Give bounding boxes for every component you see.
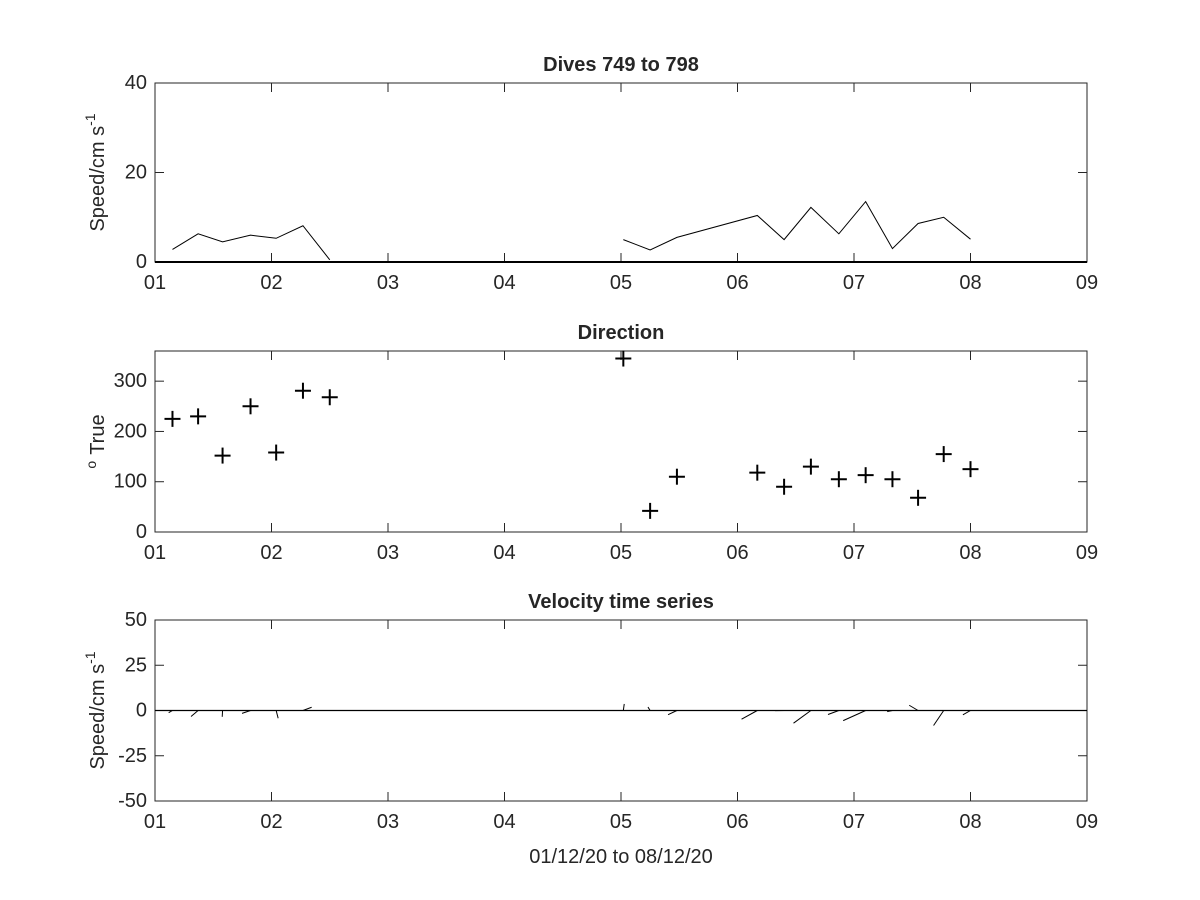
x-tick-label: 05 xyxy=(610,272,632,294)
direction-marker xyxy=(776,478,793,495)
direction-marker xyxy=(857,467,874,484)
x-tick-label: 05 xyxy=(610,811,632,833)
x-axis-label: 01/12/20 to 08/12/20 xyxy=(529,846,713,868)
x-tick-label: 08 xyxy=(959,542,981,564)
direction-marker xyxy=(214,447,231,464)
y-axis-label: Speed/cm s-1 xyxy=(82,651,109,769)
y-tick-label: 40 xyxy=(125,72,147,94)
y-axis-label-text: Speed/cm s xyxy=(87,126,109,232)
velocity-stick xyxy=(887,710,893,713)
direction-panel: 01 02 03 04 05 06 07 08 09 0 100 200 300 Direction o Tr… xyxy=(83,322,1098,564)
y-axis-label-exponent: -1 xyxy=(82,651,98,664)
velocity-stick xyxy=(302,706,312,711)
direction-marker xyxy=(802,458,819,475)
speed-line xyxy=(623,200,971,251)
direction-marker xyxy=(615,350,632,367)
x-tick-label: 01 xyxy=(144,272,166,294)
x-tick-label: 02 xyxy=(260,272,282,294)
velocity-stick xyxy=(843,710,866,722)
x-tick-label: 09 xyxy=(1076,811,1098,833)
velocity-stick xyxy=(168,710,173,714)
y-tick-label: 50 xyxy=(125,609,147,631)
x-tick-label: 04 xyxy=(493,811,515,833)
speed-panel: 01 02 03 04 05 06 07 08 09 0 20 40 Dives 749 to 798 S… xyxy=(82,54,1098,294)
direction-marker xyxy=(268,444,285,461)
x-tick-label: 01 xyxy=(144,542,166,564)
x-tick-label: 03 xyxy=(377,272,399,294)
y-tick-label: 20 xyxy=(125,162,147,184)
direction-marker xyxy=(642,502,659,519)
y-tick-label: 25 xyxy=(125,654,147,676)
velocity-stick xyxy=(667,710,678,716)
x-tick-label: 02 xyxy=(260,542,282,564)
direction-marker xyxy=(294,382,311,399)
velocity-panel: 01 02 03 04 05 06 07 08 09 -50 -25 0 25 50 Velocity ti… xyxy=(82,591,1098,868)
direction-marker xyxy=(321,389,338,406)
y-tick-label: 100 xyxy=(114,471,147,493)
velocity-stick xyxy=(741,710,758,720)
x-tick-label: 05 xyxy=(610,542,632,564)
direction-marker xyxy=(935,446,952,463)
velocity-stick xyxy=(622,703,625,711)
direction-marker xyxy=(190,408,207,425)
x-tick-label: 03 xyxy=(377,542,399,564)
velocity-stick xyxy=(908,704,919,711)
x-tick-label: 07 xyxy=(843,272,865,294)
speed-line xyxy=(172,225,331,261)
y-tick-label: 200 xyxy=(114,420,147,442)
x-tick-label: 06 xyxy=(726,811,748,833)
velocity-stick xyxy=(190,710,199,717)
direction-marker xyxy=(884,471,901,488)
x-tick-label: 07 xyxy=(843,542,865,564)
velocity-stick xyxy=(241,710,251,714)
x-tick-label: 04 xyxy=(493,272,515,294)
x-tick-label: 02 xyxy=(260,811,282,833)
y-axis-label: o True xyxy=(83,414,109,468)
x-tick-label: 08 xyxy=(959,272,981,294)
x-tick-label: 06 xyxy=(726,272,748,294)
velocity-stick xyxy=(827,710,840,715)
x-tick-label: 09 xyxy=(1076,542,1098,564)
velocity-stick xyxy=(647,706,651,711)
direction-marker xyxy=(749,464,766,481)
y-axis-label-prefix: o xyxy=(83,461,99,469)
x-tick-label: 03 xyxy=(377,811,399,833)
y-axis-label: Speed/cm s-1 xyxy=(82,113,109,231)
panel-title: Direction xyxy=(578,322,665,344)
y-tick-label: 0 xyxy=(136,521,147,543)
y-axis-label-text: Speed/cm s xyxy=(87,664,109,770)
x-tick-label: 09 xyxy=(1076,272,1098,294)
x-tick-label: 06 xyxy=(726,542,748,564)
direction-marker xyxy=(962,461,979,478)
y-tick-label: -50 xyxy=(118,790,147,812)
velocity-stick xyxy=(962,710,971,716)
y-axis-label-text: True xyxy=(87,414,109,454)
x-tick-label: 07 xyxy=(843,811,865,833)
velocity-stick xyxy=(275,710,279,719)
y-tick-label: -25 xyxy=(118,745,147,767)
direction-marker xyxy=(830,471,847,488)
x-tick-label: 04 xyxy=(493,542,515,564)
x-tick-label: 01 xyxy=(144,811,166,833)
y-tick-label: 0 xyxy=(136,700,147,722)
panel-title: Dives 749 to 798 xyxy=(543,54,699,76)
direction-marker xyxy=(242,398,259,415)
direction-marker xyxy=(164,410,181,427)
direction-marker xyxy=(910,489,927,506)
panel-title: Velocity time series xyxy=(528,591,714,613)
y-axis-label-exponent: -1 xyxy=(82,113,98,126)
y-tick-label: 300 xyxy=(114,370,147,392)
y-tick-label: 0 xyxy=(136,251,147,273)
direction-marker xyxy=(668,468,685,485)
x-tick-label: 08 xyxy=(959,811,981,833)
velocity-stick xyxy=(933,710,945,726)
velocity-stick xyxy=(793,710,812,724)
